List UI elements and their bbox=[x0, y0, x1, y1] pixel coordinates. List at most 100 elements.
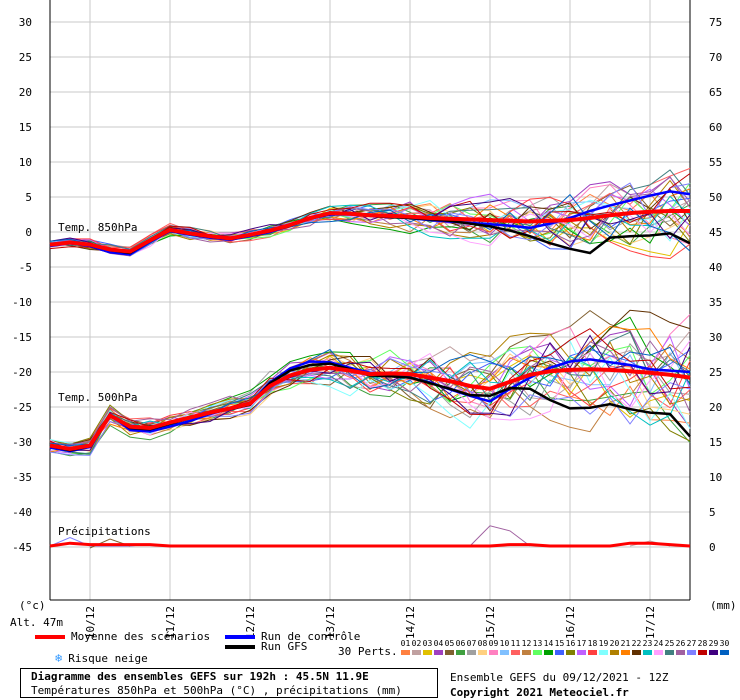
pert-legend-swatch bbox=[566, 650, 575, 655]
right-tick-label: 65 bbox=[709, 86, 722, 99]
right-tick-label: 0 bbox=[709, 541, 716, 554]
pert-legend-swatch bbox=[720, 650, 729, 655]
legend-mean-swatch bbox=[35, 635, 65, 639]
pert-legend-swatch bbox=[544, 650, 553, 655]
mean-line-500 bbox=[49, 365, 691, 452]
pert-legend-swatch bbox=[676, 650, 685, 655]
legend-gfs: Run GFS bbox=[225, 640, 307, 653]
pert-line-500 bbox=[49, 343, 691, 449]
chart-grid bbox=[50, 0, 690, 600]
left-tick-label: 0 bbox=[25, 226, 32, 239]
left-tick-label: 10 bbox=[19, 156, 32, 169]
mean-line-850 bbox=[49, 209, 690, 254]
pert-legend-number: 15 bbox=[554, 639, 565, 648]
pert-legend-number: 18 bbox=[587, 639, 598, 648]
right-tick-label: 35 bbox=[709, 296, 722, 309]
pert-legend-number: 07 bbox=[466, 639, 477, 648]
pert-legend-number: 12 bbox=[521, 639, 532, 648]
date-label: 12/12 bbox=[244, 606, 257, 639]
label-t850: Temp. 850hPa bbox=[58, 221, 138, 234]
pert-legend-swatch bbox=[577, 650, 586, 655]
chart-subtitle: Températures 850hPa et 500hPa (°C) , pré… bbox=[31, 684, 402, 697]
run-label: Ensemble GEFS du 09/12/2021 - 12Z bbox=[450, 671, 669, 684]
left-tick-label: 30 bbox=[19, 16, 32, 29]
right-tick-label: 70 bbox=[709, 51, 722, 64]
right-unit-label: (mm) bbox=[710, 599, 737, 612]
left-tick-label: -15 bbox=[12, 331, 32, 344]
main-series-lines bbox=[49, 190, 691, 548]
pert-legend-swatch bbox=[533, 650, 542, 655]
legend-snow: ❄ Risque neige bbox=[55, 651, 148, 665]
left-tick-label: 25 bbox=[19, 51, 32, 64]
pert-legend-number: 04 bbox=[433, 639, 444, 648]
pert-legend-swatch bbox=[445, 650, 454, 655]
pert-legend-number: 28 bbox=[697, 639, 708, 648]
pert-legend-swatch bbox=[632, 650, 641, 655]
footer-title-box: Diagramme des ensembles GEFS sur 192h : … bbox=[20, 668, 438, 698]
pert-precip-line bbox=[469, 525, 531, 547]
pert-legend-swatch bbox=[599, 650, 608, 655]
altitude-label: Alt. 47m bbox=[10, 616, 63, 629]
left-tick-label: -45 bbox=[12, 541, 32, 554]
date-label: 13/12 bbox=[324, 606, 337, 639]
label-t500: Temp. 500hPa bbox=[58, 391, 138, 404]
right-tick-label: 60 bbox=[709, 121, 722, 134]
pert-legend-swatch bbox=[412, 650, 421, 655]
pert-legend-number: 26 bbox=[675, 639, 686, 648]
legend-gfs-text: Run GFS bbox=[261, 640, 308, 653]
left-tick-label: -25 bbox=[12, 401, 32, 414]
pert-legend-swatch bbox=[489, 650, 498, 655]
legend-mean: Moyenne des scénarios bbox=[35, 630, 210, 643]
pert-legend-number: 24 bbox=[653, 639, 664, 648]
date-label: 10/12 bbox=[84, 606, 97, 639]
pert-legend-swatch bbox=[478, 650, 487, 655]
pert-legend-swatch bbox=[665, 650, 674, 655]
pert-legend-number: 17 bbox=[576, 639, 587, 648]
pert-line-500 bbox=[49, 364, 691, 457]
label-precip: Précipitations bbox=[58, 525, 151, 538]
legend-control: Run de contrôle bbox=[225, 630, 360, 643]
right-tick-label: 10 bbox=[709, 471, 722, 484]
pert-legend-swatch bbox=[423, 650, 432, 655]
pert-legend-number: 06 bbox=[455, 639, 466, 648]
pert-legend-swatch bbox=[555, 650, 564, 655]
footer-right: Ensemble GEFS du 09/12/2021 - 12Z Copyri… bbox=[450, 670, 669, 700]
right-tick-label: 20 bbox=[709, 401, 722, 414]
pert-legend-swatch bbox=[401, 650, 410, 655]
date-label: 15/12 bbox=[484, 606, 497, 639]
pert-legend-swatch bbox=[500, 650, 509, 655]
left-tick-label: -35 bbox=[12, 471, 32, 484]
left-unit-label: (°c) bbox=[19, 599, 46, 612]
pert-legend-number: 01 bbox=[400, 639, 411, 648]
left-tick-label: -40 bbox=[12, 506, 32, 519]
left-tick-label: 20 bbox=[19, 86, 32, 99]
pert-legend-number: 13 bbox=[532, 639, 543, 648]
date-label: 14/12 bbox=[404, 606, 417, 639]
pert-legend-number: 05 bbox=[444, 639, 455, 648]
right-tick-label: 30 bbox=[709, 331, 722, 344]
pert-legend-number: 14 bbox=[543, 639, 554, 648]
pert-legend-number: 25 bbox=[664, 639, 675, 648]
pert-legend-swatch bbox=[434, 650, 443, 655]
right-tick-label: 15 bbox=[709, 436, 722, 449]
pert-legend-number: 09 bbox=[488, 639, 499, 648]
pert-legend-swatch bbox=[522, 650, 531, 655]
legend-control-swatch bbox=[225, 635, 255, 639]
pert-legend-number: 30 bbox=[719, 639, 730, 648]
pert-legend-swatch bbox=[610, 650, 619, 655]
pert-legend-swatch bbox=[698, 650, 707, 655]
right-tick-label: 5 bbox=[709, 506, 716, 519]
pert-line-500 bbox=[49, 340, 691, 445]
chart-frame bbox=[49, 0, 691, 601]
left-tick-label: -30 bbox=[12, 436, 32, 449]
pert-line-500 bbox=[49, 365, 691, 448]
right-tick-label: 75 bbox=[709, 16, 722, 29]
right-tick-label: 55 bbox=[709, 156, 722, 169]
legend-gfs-swatch bbox=[225, 645, 255, 649]
date-label: 11/12 bbox=[164, 606, 177, 639]
right-tick-label: 50 bbox=[709, 191, 722, 204]
pert-legend-number: 22 bbox=[631, 639, 642, 648]
left-tick-label: 5 bbox=[25, 191, 32, 204]
